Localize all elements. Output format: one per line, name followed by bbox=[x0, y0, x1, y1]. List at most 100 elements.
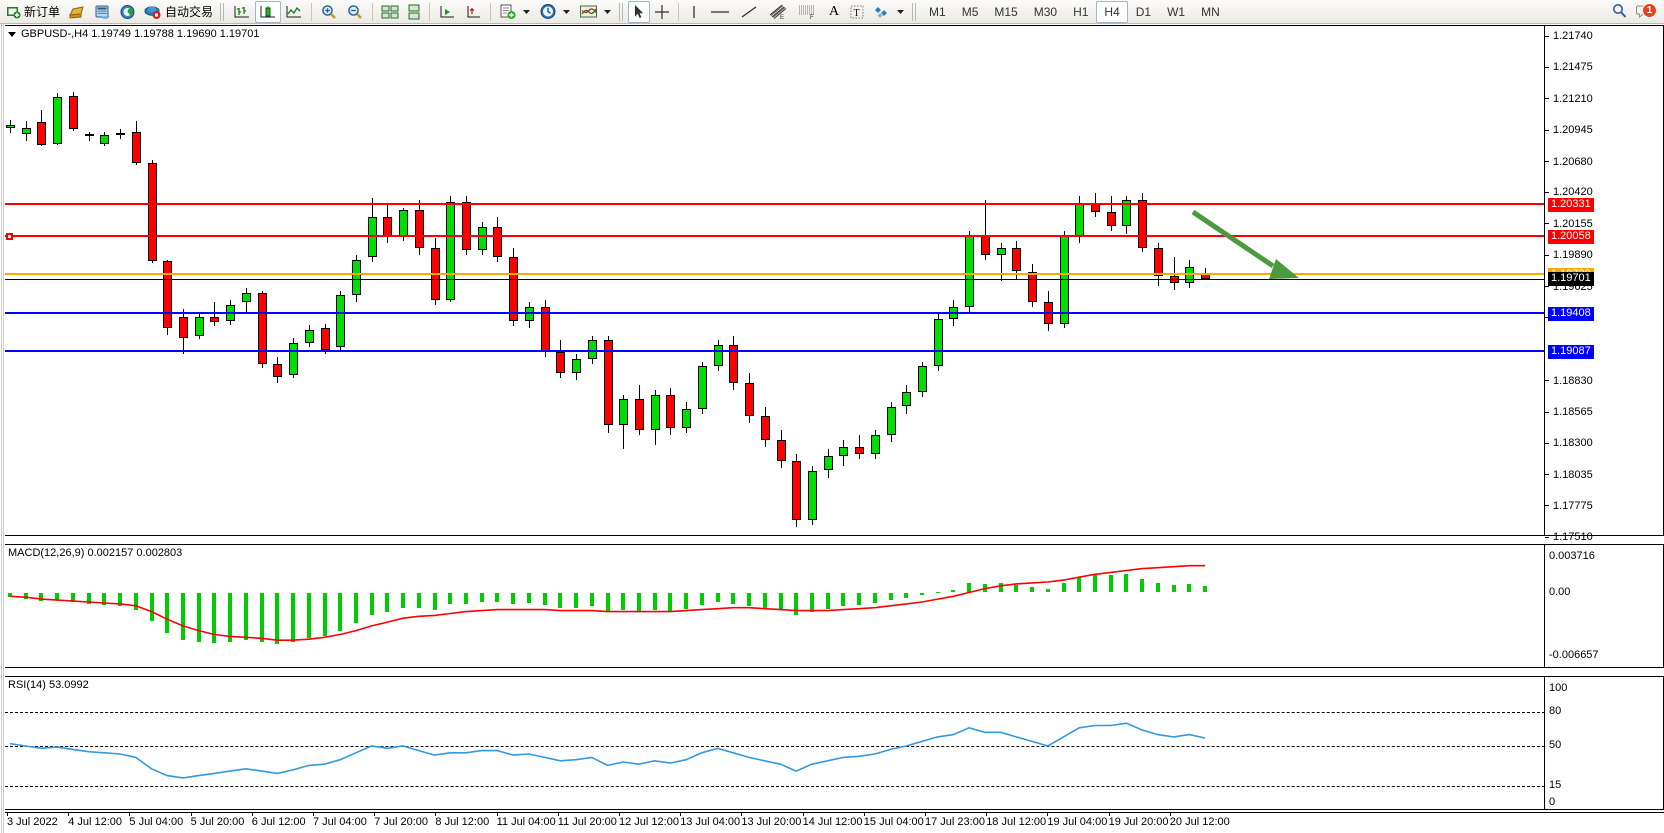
price-level-line[interactable] bbox=[5, 202, 1545, 205]
price-tick-label: 1.18035 bbox=[1553, 468, 1593, 481]
macd-histogram-bar bbox=[1061, 582, 1066, 593]
timeframe-button-m1[interactable]: M1 bbox=[921, 1, 954, 23]
zoom-out-button[interactable] bbox=[342, 1, 368, 23]
down-trend-arrow[interactable] bbox=[5, 26, 1545, 535]
cursor-button[interactable] bbox=[628, 0, 651, 23]
price-level-line[interactable] bbox=[5, 350, 1545, 353]
shift-end-button[interactable] bbox=[434, 1, 460, 23]
window-left-grip[interactable] bbox=[0, 24, 5, 833]
macd-scale[interactable]: 0.003716 0.00 -0.006657 bbox=[1544, 545, 1663, 667]
toolbar-grip[interactable] bbox=[220, 2, 227, 21]
symbol-header[interactable]: GBPUSD-,H4 1.19749 1.19788 1.19690 1.197… bbox=[8, 28, 264, 40]
indicators-button[interactable] bbox=[575, 1, 616, 23]
macd-histogram-bar bbox=[605, 592, 610, 612]
toolbar-grip-2[interactable] bbox=[619, 2, 626, 21]
macd-histogram-bar bbox=[574, 592, 579, 608]
timeframe-button-h1[interactable]: H1 bbox=[1065, 1, 1096, 23]
crosshair-button[interactable] bbox=[650, 1, 674, 23]
candle-body bbox=[289, 342, 298, 375]
chevron-down-icon[interactable] bbox=[522, 8, 531, 16]
price-level-line[interactable] bbox=[5, 235, 1545, 238]
new-order-button[interactable]: 新订单 bbox=[2, 1, 64, 23]
horizontal-line-button[interactable] bbox=[705, 1, 735, 23]
macd-histogram-bar bbox=[825, 592, 830, 609]
level-drag-handle[interactable] bbox=[6, 232, 13, 240]
macd-histogram-bar bbox=[589, 592, 594, 606]
grid-windows-button[interactable] bbox=[403, 1, 425, 23]
price-tick-label: 1.18830 bbox=[1553, 374, 1593, 387]
chevron-down-icon[interactable] bbox=[8, 31, 16, 37]
signals-button[interactable] bbox=[115, 1, 140, 23]
period-button[interactable] bbox=[535, 1, 575, 23]
macd-plot-area[interactable] bbox=[5, 545, 1545, 667]
price-tick-label: 1.21475 bbox=[1553, 61, 1593, 74]
macd-histogram-bar bbox=[1155, 582, 1160, 593]
macd-histogram-bar bbox=[699, 592, 704, 605]
macd-tick: 0.003716 bbox=[1545, 550, 1595, 562]
chevron-down-icon[interactable] bbox=[896, 8, 905, 16]
time-axis-label: 18 Jul 12:00 bbox=[986, 816, 1047, 828]
price-level-line[interactable] bbox=[5, 273, 1545, 275]
bar-chart-button[interactable] bbox=[229, 1, 255, 23]
line-chart-button[interactable] bbox=[281, 1, 307, 23]
rsi-pane[interactable]: RSI(14) 53.0992 100 80 50 15 0 bbox=[5, 676, 1664, 810]
tile-windows-button[interactable] bbox=[377, 1, 403, 23]
timeframe-button-w1[interactable]: W1 bbox=[1159, 1, 1193, 23]
timeframe-button-h4[interactable]: H4 bbox=[1096, 0, 1128, 23]
macd-histogram-bar bbox=[1124, 574, 1129, 593]
timeframe-button-m30[interactable]: M30 bbox=[1026, 1, 1065, 23]
notifications-button[interactable]: 1 bbox=[1632, 1, 1658, 23]
timeframe-button-mn[interactable]: MN bbox=[1193, 1, 1228, 23]
autotrade-button[interactable]: 自动交易 bbox=[140, 1, 217, 23]
macd-histogram-bar bbox=[715, 592, 720, 602]
shift-end-icon bbox=[440, 5, 455, 17]
macd-pane[interactable]: MACD(12,26,9) 0.002157 0.002803 0.003716… bbox=[5, 544, 1664, 668]
time-axis-tick bbox=[496, 813, 498, 816]
candle-body bbox=[918, 366, 927, 393]
gold-bar-button[interactable] bbox=[64, 1, 90, 23]
chevron-down-icon[interactable] bbox=[562, 8, 571, 16]
rsi-level-line bbox=[5, 746, 1545, 747]
objects-button[interactable] bbox=[869, 1, 909, 23]
timeframe-button-m15[interactable]: M15 bbox=[986, 1, 1025, 23]
trendline-button[interactable] bbox=[735, 1, 763, 23]
text-label-button[interactable]: T bbox=[845, 1, 869, 23]
fibonacci-button[interactable]: F bbox=[793, 1, 823, 23]
price-scale[interactable]: 1.21740 1.21475 1.21210 1.20945 1.20680 1.204… bbox=[1544, 26, 1663, 543]
price-pane[interactable]: GBPUSD-,H4 1.19749 1.19788 1.19690 1.197… bbox=[5, 25, 1664, 543]
autoscroll-button[interactable] bbox=[460, 1, 486, 23]
candle-body bbox=[1106, 212, 1116, 227]
rsi-plot-area[interactable] bbox=[5, 677, 1545, 809]
macd-histogram-bar bbox=[747, 592, 751, 606]
timeframe-button-d1[interactable]: D1 bbox=[1128, 1, 1159, 23]
time-axis[interactable]: 3 Jul 2022 4 Jul 12:00 5 Jul 04:00 5 Jul 20… bbox=[5, 812, 1664, 833]
timeframe-label: H4 bbox=[1104, 4, 1120, 19]
vertical-line-button[interactable] bbox=[683, 1, 705, 23]
terminal-button[interactable] bbox=[90, 1, 115, 23]
timeframe-button-m5[interactable]: M5 bbox=[954, 1, 987, 23]
text-button[interactable]: A bbox=[823, 1, 845, 23]
equidistant-channel-button[interactable]: E bbox=[763, 1, 793, 23]
price-level-tag[interactable]: 1.19408 bbox=[1548, 307, 1594, 322]
autoscroll-icon bbox=[467, 5, 481, 17]
price-level-tag[interactable]: 1.20058 bbox=[1548, 230, 1594, 245]
price-level-tag[interactable]: 1.19087 bbox=[1548, 345, 1594, 360]
toolbar-separator bbox=[678, 2, 680, 21]
search-button[interactable] bbox=[1607, 1, 1632, 23]
zoom-in-button[interactable] bbox=[316, 1, 342, 23]
templates-button[interactable] bbox=[495, 1, 535, 23]
rsi-line bbox=[9, 722, 1206, 779]
toolbar-grip-3[interactable] bbox=[912, 2, 919, 21]
time-axis-label: 5 Jul 20:00 bbox=[190, 816, 245, 828]
macd-histogram-bar bbox=[731, 592, 736, 604]
chevron-down-icon[interactable] bbox=[603, 8, 612, 16]
price-level-tag[interactable]: 1.20331 bbox=[1548, 197, 1594, 212]
macd-histogram-bar bbox=[479, 592, 484, 602]
new-order-label: 新订单 bbox=[24, 5, 61, 19]
candlestick-chart-button[interactable] bbox=[255, 0, 282, 23]
macd-histogram-bar bbox=[432, 592, 437, 610]
rsi-scale[interactable]: 100 80 50 15 0 bbox=[1544, 677, 1663, 809]
price-level-line[interactable] bbox=[5, 312, 1545, 315]
price-plot-area[interactable] bbox=[5, 26, 1545, 535]
macd-histogram-bar bbox=[778, 592, 783, 610]
